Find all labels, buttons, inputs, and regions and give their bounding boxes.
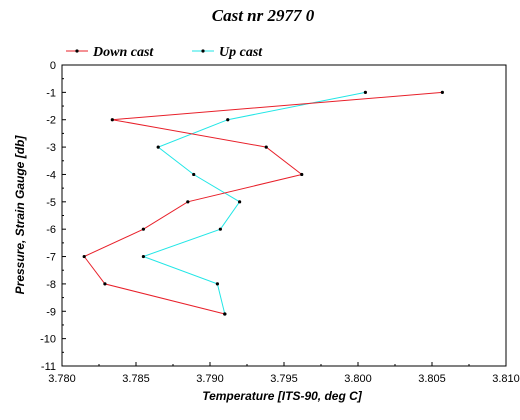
data-point-up-cast xyxy=(192,172,196,177)
data-point-up-cast xyxy=(156,145,160,149)
data-point-up-cast xyxy=(215,282,219,286)
x-axis-title: Temperature [ITS-90, deg C] xyxy=(202,389,363,403)
chart-title: Cast nr 2977 0 xyxy=(212,6,315,25)
legend-label-up-cast: Up cast xyxy=(219,45,263,60)
y-tick-label: -11 xyxy=(41,361,56,373)
y-tick-label: -3 xyxy=(46,142,56,154)
x-tick-label: 3.780 xyxy=(48,373,76,385)
data-point-down-cast xyxy=(186,200,190,204)
data-point-up-cast xyxy=(226,118,230,122)
x-tick-label: 3.810 xyxy=(492,373,520,385)
data-point-up-cast xyxy=(141,254,145,259)
data-point-down-cast xyxy=(264,145,268,149)
x-tick-label: 3.790 xyxy=(196,373,224,385)
x-axis: 3.780 3.785 3.790 3.795 3.800 3.805 3.810 xyxy=(48,362,520,385)
data-point-down-cast xyxy=(82,254,86,259)
x-tick-label: 3.800 xyxy=(344,373,372,385)
y-tick-label: -7 xyxy=(46,252,56,264)
data-point-down-cast xyxy=(440,90,444,94)
data-point-up-cast xyxy=(363,90,367,94)
series-line-down-cast xyxy=(83,91,443,315)
y-tick-label: -10 xyxy=(40,334,56,346)
y-tick-label: 0 xyxy=(50,60,56,72)
legend-marker-down-cast xyxy=(75,49,79,53)
plot-frame xyxy=(61,64,507,367)
legend-label-down-cast: Down cast xyxy=(92,45,154,60)
x-tick-label: 3.795 xyxy=(270,373,298,385)
y-tick-label: -9 xyxy=(46,306,56,318)
x-tick-label: 3.785 xyxy=(122,373,150,385)
series-layer xyxy=(82,90,444,316)
data-point-down-cast xyxy=(300,172,304,177)
data-point-down-cast xyxy=(223,312,227,316)
y-tick-label: -1 xyxy=(46,87,56,99)
data-point-down-cast xyxy=(110,118,114,122)
y-axis-title: Pressure, Strain Gauge [db] xyxy=(13,135,27,295)
y-tick-label: -4 xyxy=(46,169,56,181)
data-point-down-cast xyxy=(103,282,107,286)
x-tick-label: 3.805 xyxy=(418,373,446,385)
y-tick-label: -5 xyxy=(46,197,56,209)
y-tick-label: -6 xyxy=(46,224,56,236)
series-line-up-cast xyxy=(141,91,366,315)
data-point-up-cast xyxy=(238,200,242,204)
data-point-down-cast xyxy=(141,227,145,231)
legend: Down cast Up cast xyxy=(66,45,263,60)
y-tick-label: -2 xyxy=(46,115,56,127)
y-tick-label: -8 xyxy=(46,279,56,291)
legend-marker-up-cast xyxy=(201,49,205,53)
data-point-up-cast xyxy=(218,227,222,231)
y-axis: 0 -1 -2 -3 -4 -5 -6 -7 -8 -9 -10 -11 xyxy=(40,60,66,373)
